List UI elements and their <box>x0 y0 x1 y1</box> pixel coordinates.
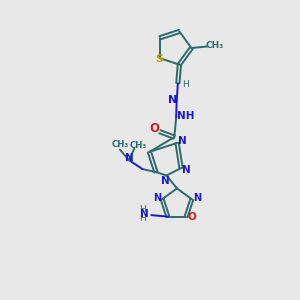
Text: CH₃: CH₃ <box>206 41 224 50</box>
Text: N: N <box>178 136 187 146</box>
Text: H: H <box>182 80 189 89</box>
Text: H: H <box>140 214 146 223</box>
Text: N: N <box>153 193 161 203</box>
Text: H: H <box>140 205 146 214</box>
Text: S: S <box>155 54 163 64</box>
Text: NH: NH <box>177 111 194 121</box>
Text: O: O <box>149 122 159 135</box>
Text: N: N <box>140 208 149 219</box>
Text: CH₃: CH₃ <box>130 141 147 150</box>
Text: O: O <box>188 212 197 222</box>
Text: N: N <box>125 153 134 163</box>
Text: CH₃: CH₃ <box>111 140 128 149</box>
Text: N: N <box>193 193 201 203</box>
Text: N: N <box>168 94 177 105</box>
Text: N: N <box>161 176 170 186</box>
Text: N: N <box>182 165 191 175</box>
